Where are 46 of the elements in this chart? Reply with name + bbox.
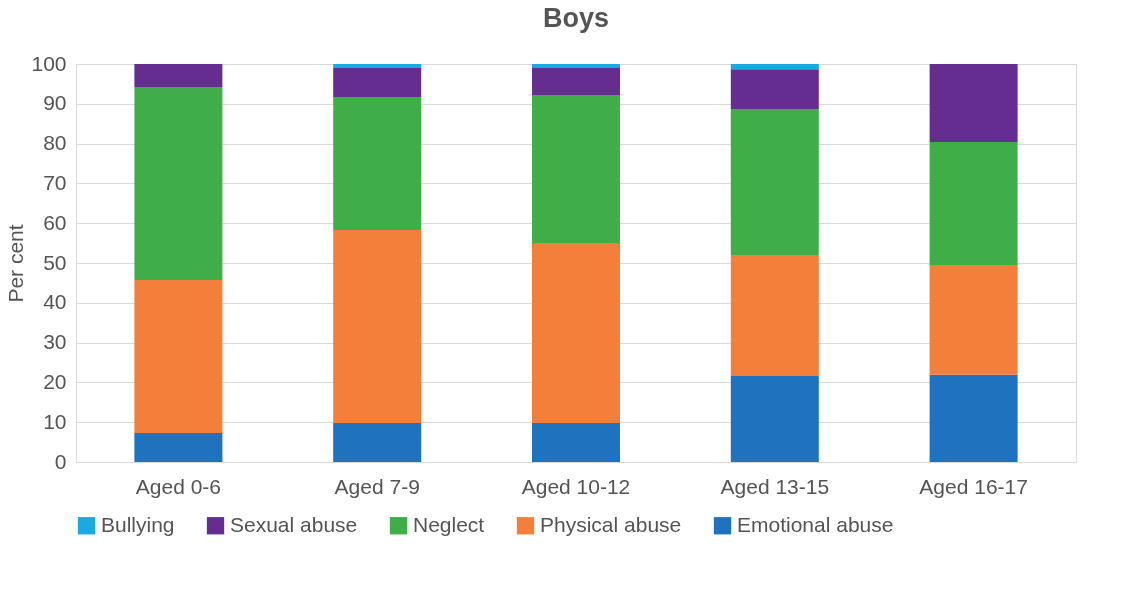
y-tick-label: 70 [43,170,67,194]
x-tick-label: Aged 16-17 [919,474,1028,498]
y-tick-label: 30 [43,330,67,354]
y-tick-label: 50 [43,250,67,274]
bar [532,243,620,423]
y-tick-label: 80 [43,131,67,155]
bar [730,64,819,70]
bar [532,67,620,96]
bar [134,432,223,462]
y-tick-label: 0 [54,449,67,473]
bar [333,229,422,423]
bar [730,108,819,256]
bar [134,64,223,88]
chart-title: Boys [542,3,610,33]
y-tick-label: 20 [43,369,67,393]
legend-label: Bullying [101,512,175,536]
bar [333,67,422,98]
legend-label: Sexual abuse [230,512,358,536]
bar [333,97,422,230]
y-tick-label: 10 [43,409,67,433]
x-tick-label: Aged 10-12 [521,474,631,498]
legend-label: Physical abuse [540,512,682,536]
y-axis-title: Per cent [4,224,28,303]
bar [333,64,422,68]
bar [929,264,1018,375]
y-tick-label: 100 [31,51,67,75]
y-tick-label: 40 [43,290,67,314]
bar [730,69,819,109]
y-tick-label: 60 [43,210,67,234]
bar [333,423,422,462]
x-tick-label: Aged 0-6 [135,474,221,498]
legend-label: Emotional abuse [737,512,894,536]
bar [929,374,1018,462]
bar [929,64,1018,143]
bar [134,280,223,433]
y-tick-label: 90 [43,91,67,115]
legend-label: Neglect [413,512,485,536]
bar [929,142,1018,265]
bar [532,95,620,244]
x-tick-label: Aged 7-9 [334,474,420,498]
bar [730,376,819,462]
bar [134,87,223,281]
bar [532,423,620,462]
bar [730,255,819,377]
x-tick-label: Aged 13-15 [720,474,830,498]
bar [532,64,620,68]
